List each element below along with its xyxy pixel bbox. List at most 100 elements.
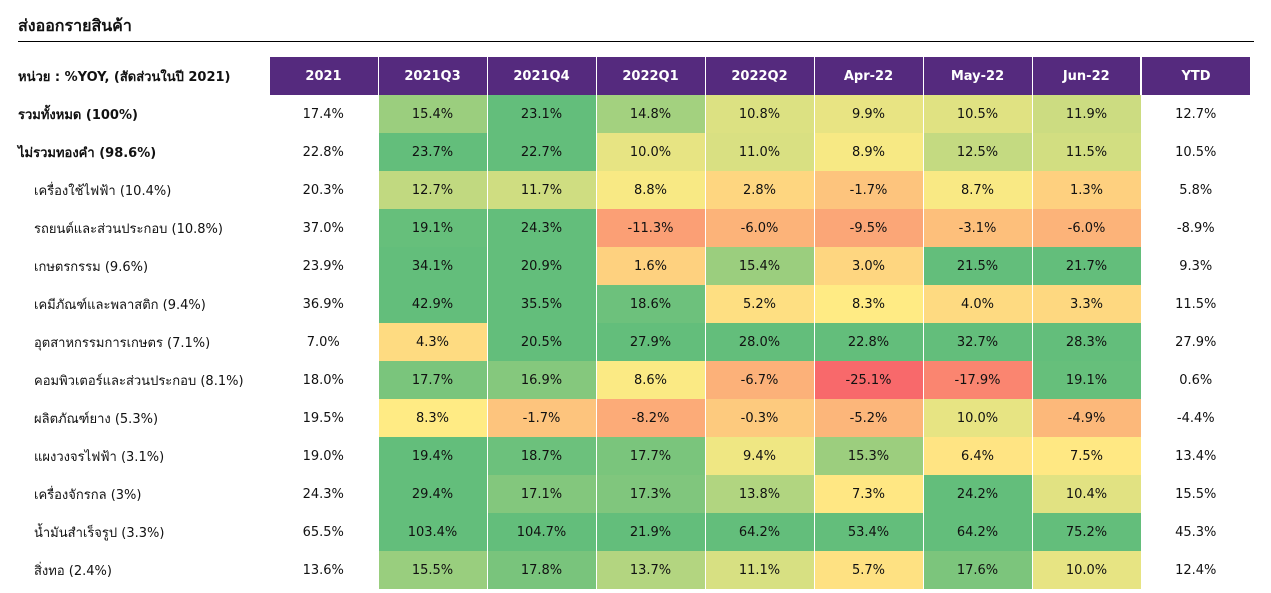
table-cell: 32.7% (922, 323, 1032, 361)
table-cell: 14.8% (595, 95, 705, 133)
table-cell: 5.7% (813, 551, 923, 589)
table-cell: 23.7% (377, 133, 487, 171)
table-cell: -3.1% (922, 209, 1032, 247)
row-label: แผงวงจรไฟฟ้า (3.1%) (34, 449, 165, 465)
table-cell: 8.3% (813, 285, 923, 323)
row-label: เครื่องใช้ไฟฟ้า (10.4%) (34, 183, 172, 199)
table-cell: 23.1% (486, 95, 596, 133)
table-row: เคมีภัณฑ์และพลาสติก (9.4%) 36.9% 42.9% 35.5… (16, 285, 1250, 323)
table-cell: 2.8% (704, 171, 814, 209)
title-divider (18, 41, 1254, 42)
table-cell: 36.9% (302, 296, 344, 312)
table-cell: 15.3% (813, 437, 923, 475)
table-row: คอมพิวเตอร์และส่วนประกอบ (8.1%) 18.0% 17.7… (16, 361, 1250, 399)
table-cell: 65.5% (302, 524, 344, 540)
table-cell: 12.4% (1140, 551, 1250, 589)
table-cell: 19.1% (377, 209, 487, 247)
table-cell: 21.7% (1031, 247, 1141, 285)
table-row: รถยนต์และส่วนประกอบ (10.8%) 37.0% 19.1% 24.… (16, 209, 1250, 247)
table-cell: 15.4% (704, 247, 814, 285)
table-cell: 9.3% (1140, 247, 1250, 285)
table-cell: 7.3% (813, 475, 923, 513)
table-cell: 22.7% (486, 133, 596, 171)
row-label: รวมทั้งหมด (100%) (18, 107, 138, 123)
unit-label: หน่วย : %YOY, (สัดส่วนในปี 2021) (16, 57, 269, 95)
table-cell: 23.9% (302, 258, 344, 274)
column-header: 2022Q1 (595, 57, 705, 95)
table-cell: 64.2% (704, 513, 814, 551)
table-row: ผลิตภัณฑ์ยาง (5.3%) 19.5% 8.3% -1.7% -8.2% -0… (16, 399, 1250, 437)
table-cell: 16.9% (486, 361, 596, 399)
table-cell: 19.1% (1031, 361, 1141, 399)
column-header: 2021Q3 (377, 57, 487, 95)
table-cell: -4.9% (1031, 399, 1141, 437)
table-cell: -9.5% (813, 209, 923, 247)
table-cell: 21.9% (595, 513, 705, 551)
column-header: YTD (1140, 57, 1250, 95)
table-cell: 3.0% (813, 247, 923, 285)
table-cell: 28.0% (704, 323, 814, 361)
table-cell: 10.0% (1031, 551, 1141, 589)
table-cell: -6.0% (1031, 209, 1141, 247)
column-header: Apr-22 (813, 57, 923, 95)
column-header: 2022Q2 (704, 57, 814, 95)
table-row: ไม่รวมทองคำ (98.6%) 22.8% 23.7% 22.7% 10.0% 1… (16, 133, 1250, 171)
table-cell: 15.5% (1140, 475, 1250, 513)
column-header: Jun-22 (1031, 57, 1141, 95)
table-cell: 19.5% (302, 410, 344, 426)
row-label: น้ำมันสำเร็จรูป (3.3%) (34, 525, 165, 541)
table-cell: 11.0% (704, 133, 814, 171)
table-cell: 5.8% (1140, 171, 1250, 209)
row-label: ผลิตภัณฑ์ยาง (5.3%) (34, 411, 159, 427)
table-cell: 10.5% (1140, 133, 1250, 171)
row-label: ไม่รวมทองคำ (98.6%) (18, 145, 157, 161)
table-cell: 28.3% (1031, 323, 1141, 361)
table-cell: 13.8% (704, 475, 814, 513)
column-header: 2021 (268, 57, 378, 95)
table-cell: 6.4% (922, 437, 1032, 475)
table-cell: 20.9% (486, 247, 596, 285)
table-cell: -4.4% (1140, 399, 1250, 437)
table-cell: 19.0% (302, 448, 344, 464)
column-header: 2021Q4 (486, 57, 596, 95)
table-cell: 34.1% (377, 247, 487, 285)
table-cell: -6.7% (704, 361, 814, 399)
table-row: อุตสาหกรรมการเกษตร (7.1%) 7.0% 4.3% 20.5% 27… (16, 323, 1250, 361)
table-cell: -1.7% (486, 399, 596, 437)
column-header: May-22 (922, 57, 1032, 95)
table-cell: 42.9% (377, 285, 487, 323)
table-cell: 10.4% (1031, 475, 1141, 513)
row-label: สิ่งทอ (2.4%) (34, 563, 112, 579)
table-cell: 103.4% (377, 513, 487, 551)
table-cell: 13.4% (1140, 437, 1250, 475)
table-cell: 75.2% (1031, 513, 1141, 551)
table-cell: 20.3% (302, 182, 344, 198)
table-cell: 17.3% (595, 475, 705, 513)
table-cell: 15.4% (377, 95, 487, 133)
table-cell: 9.4% (704, 437, 814, 475)
table-cell: 24.2% (922, 475, 1032, 513)
export-growth-table: หน่วย : %YOY, (สัดส่วนในปี 2021) 2021 20… (16, 57, 1250, 589)
table-cell: -6.0% (704, 209, 814, 247)
table-cell: 20.5% (486, 323, 596, 361)
table-row: เครื่องจักรกล (3%) 24.3% 29.4% 17.1% 17.3% 13… (16, 475, 1250, 513)
table-cell: 18.0% (302, 372, 344, 388)
table-cell: 13.6% (302, 562, 344, 578)
table-row: น้ำมันสำเร็จรูป (3.3%) 65.5% 103.4% 104.7% 2… (16, 513, 1250, 551)
table-cell: 11.5% (1140, 285, 1250, 323)
table-cell: 11.5% (1031, 133, 1141, 171)
table-cell: 22.8% (302, 144, 344, 160)
table-cell: -5.2% (813, 399, 923, 437)
table-cell: 11.9% (1031, 95, 1141, 133)
row-label: เครื่องจักรกล (3%) (34, 487, 142, 503)
table-cell: 18.6% (595, 285, 705, 323)
table-cell: 15.5% (377, 551, 487, 589)
table-cell: 7.0% (306, 334, 340, 350)
table-cell: 12.7% (1140, 95, 1250, 133)
table-row: สิ่งทอ (2.4%) 13.6% 15.5% 17.8% 13.7% 11.1% 5.… (16, 551, 1250, 589)
table-cell: 8.9% (813, 133, 923, 171)
table-cell: 53.4% (813, 513, 923, 551)
table-cell: 10.0% (595, 133, 705, 171)
table-cell: 8.8% (595, 171, 705, 209)
table-cell: 45.3% (1140, 513, 1250, 551)
